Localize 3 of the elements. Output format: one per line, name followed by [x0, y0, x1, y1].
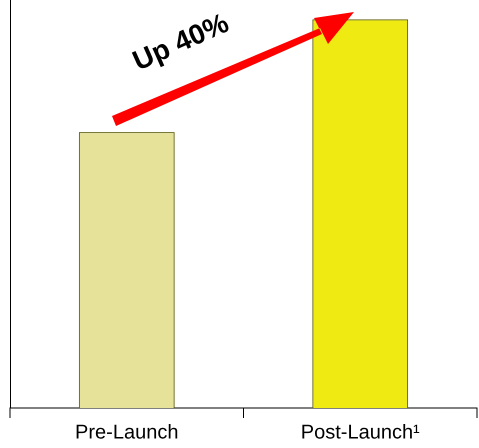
- x-tick-label: Pre-Launch: [75, 422, 178, 444]
- annotation: Up 40%: [128, 6, 234, 78]
- x-tick-label: Post-Launch¹: [300, 422, 420, 444]
